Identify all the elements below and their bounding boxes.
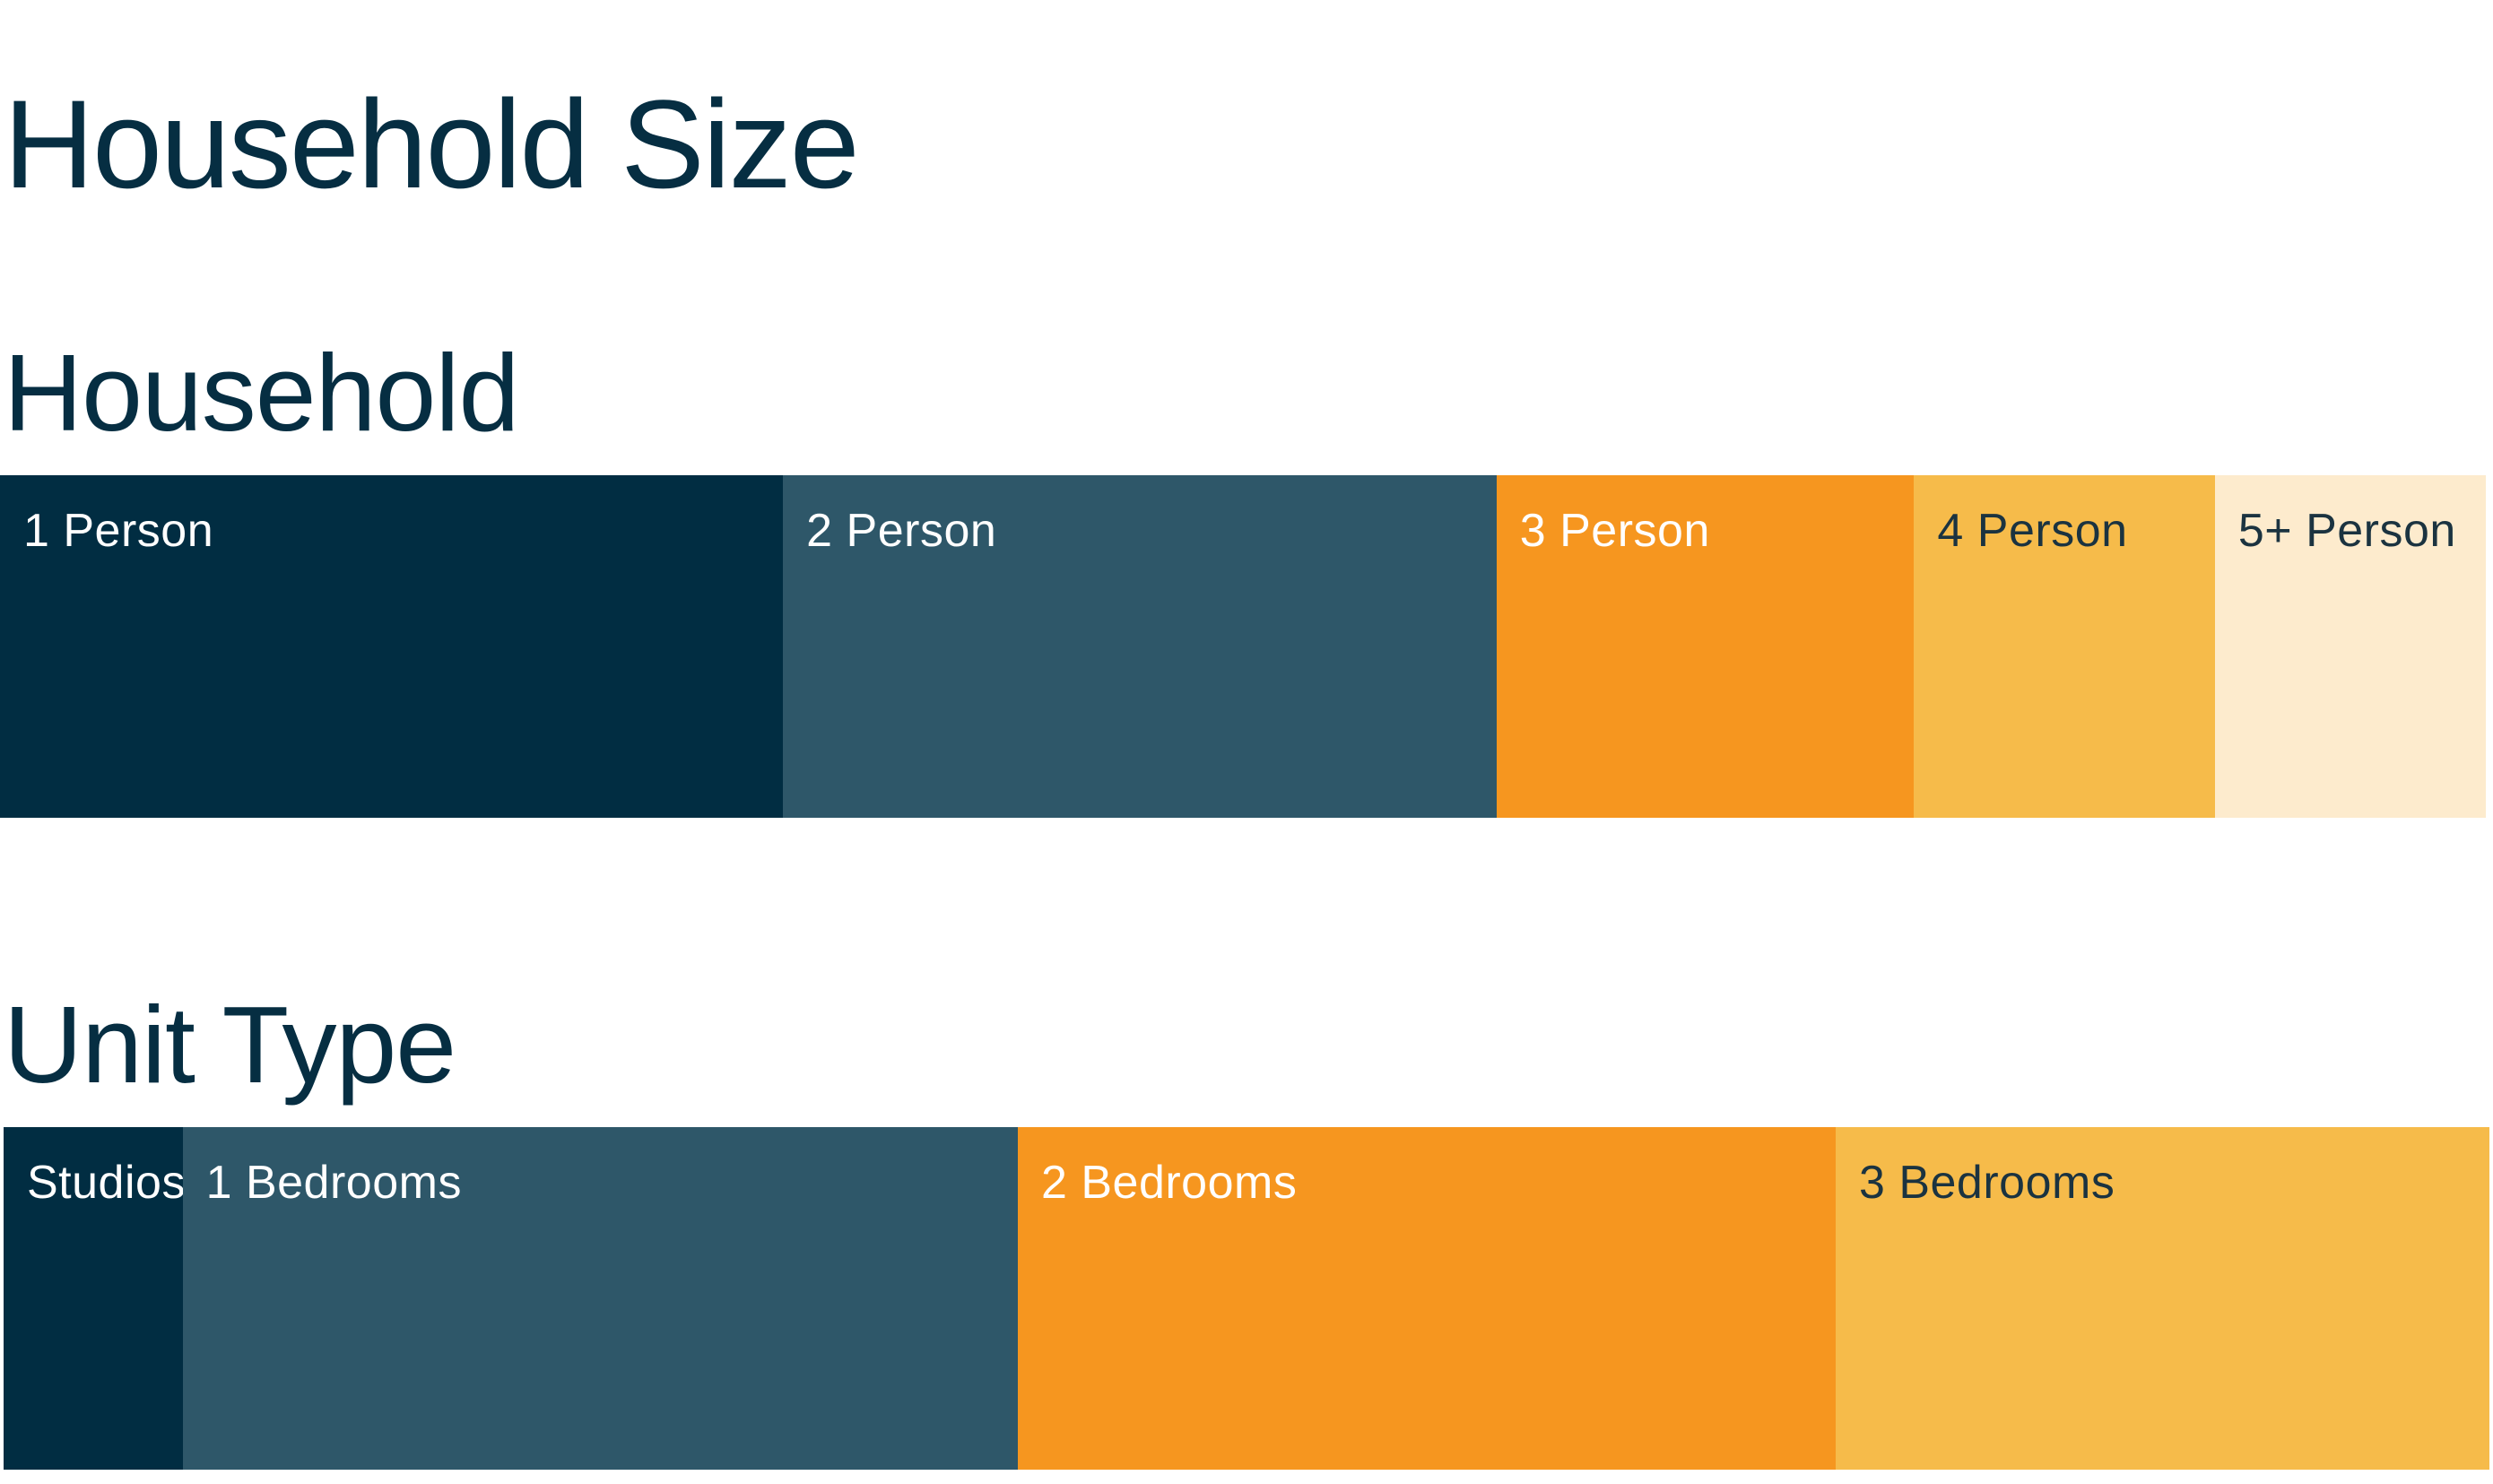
- bar-segment-label: 1 Bedrooms: [205, 1157, 462, 1209]
- bar-segment-4-person: 4 Person: [1914, 475, 2215, 818]
- bar-segment-label: 3 Bedrooms: [1858, 1157, 2115, 1209]
- bar-segment-label: Studios: [27, 1157, 186, 1209]
- household-chart-title: Household: [4, 332, 519, 454]
- bar-segment-studios: Studios: [4, 1127, 186, 1470]
- bar-segment-label: 5+ Person: [2237, 505, 2456, 557]
- unit-type-chart-title: Unit Type: [4, 984, 456, 1106]
- bar-segment-3-person: 3 Person: [1496, 475, 1915, 818]
- bar-segment-1-bedrooms: 1 Bedrooms: [182, 1127, 1018, 1470]
- bar-segment-label: 2 Bedrooms: [1040, 1157, 1298, 1209]
- page-title: Household Size: [4, 74, 860, 214]
- bar-segment-2-person: 2 Person: [783, 475, 1497, 818]
- bar-segment-label: 3 Person: [1519, 505, 1710, 557]
- unit-type-stacked-bar: Studios 1 Bedrooms 2 Bedrooms 3 Bedrooms: [4, 1127, 2489, 1470]
- bar-segment-5-person: 5+ Person: [2214, 475, 2486, 818]
- bar-segment-1-person: 1 Person: [0, 475, 784, 818]
- bar-segment-label: 2 Person: [806, 505, 997, 557]
- bar-segment-2-bedrooms: 2 Bedrooms: [1017, 1127, 1836, 1470]
- bar-segment-label: 4 Person: [1937, 505, 2128, 557]
- bar-segment-label: 1 Person: [23, 505, 214, 557]
- household-stacked-bar: 1 Person 2 Person 3 Person 4 Person 5+ Perso…: [0, 475, 2486, 818]
- bar-segment-3-bedrooms: 3 Bedrooms: [1835, 1127, 2489, 1470]
